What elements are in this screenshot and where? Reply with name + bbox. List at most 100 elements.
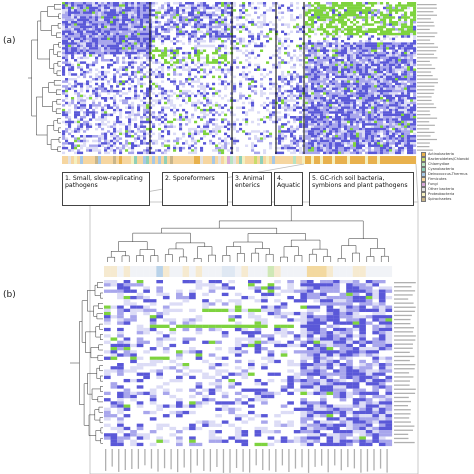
heatmap-cell xyxy=(296,118,300,121)
heatmap-cell xyxy=(188,51,192,55)
heatmap-cell xyxy=(173,78,177,81)
heatmap-cell xyxy=(317,132,321,136)
heatmap-cell xyxy=(164,101,168,105)
heatmap-cell xyxy=(362,16,366,19)
heatmap-cell xyxy=(407,116,411,119)
heatmap-cell xyxy=(344,9,348,12)
heatmap-cell xyxy=(146,120,150,124)
heatmap-cell xyxy=(323,4,327,7)
heatmap-cell xyxy=(368,49,372,52)
heatmap-cell xyxy=(155,61,159,64)
heatmap-cell xyxy=(113,28,117,31)
heatmap-cell xyxy=(344,146,348,150)
heatmap-cell xyxy=(77,137,81,140)
heatmap-cell xyxy=(104,25,108,29)
heatmap-cell xyxy=(266,135,270,138)
heatmap-cell xyxy=(206,120,210,124)
heatmap-cell xyxy=(383,116,387,119)
heatmap-cell xyxy=(392,16,396,19)
heatmap-cell xyxy=(347,87,351,90)
heatmap-cell xyxy=(296,30,300,33)
heatmap-cell xyxy=(227,70,231,74)
heatmap-cell xyxy=(248,4,252,7)
heatmap-cell xyxy=(173,111,177,114)
heatmap-cell xyxy=(266,116,270,119)
heatmap-cell xyxy=(413,30,417,33)
heatmap-cell xyxy=(128,49,132,52)
heatmap-cell xyxy=(98,6,102,10)
heatmap-cell xyxy=(296,139,300,143)
heatmap-cell xyxy=(347,127,351,131)
row-label-line xyxy=(417,106,437,109)
heatmap-cell xyxy=(95,111,99,114)
heatmap-cell xyxy=(239,25,243,29)
heatmap-cell xyxy=(194,101,198,105)
heatmap-cell xyxy=(74,127,78,131)
heatmap-cell xyxy=(62,135,66,138)
heatmap-cell xyxy=(155,94,159,98)
heatmap-cell xyxy=(104,73,108,76)
heatmap-cell xyxy=(122,18,126,22)
heatmap-cell xyxy=(113,13,117,17)
heatmap-cell xyxy=(218,113,222,117)
heatmap-cell xyxy=(62,89,66,93)
heatmap-cell xyxy=(332,32,336,36)
heatmap-cell xyxy=(329,144,333,147)
heatmap-cell xyxy=(326,68,330,71)
heatmap-cell xyxy=(146,40,150,43)
heatmap-cell xyxy=(218,49,222,52)
heatmap-cell xyxy=(200,37,204,41)
heatmap-cell xyxy=(200,94,204,98)
heatmap-cell xyxy=(398,132,402,136)
heatmap-cell xyxy=(401,51,405,55)
heatmap-cell xyxy=(107,32,111,36)
taxonomy-cell xyxy=(77,156,81,164)
heatmap-cell xyxy=(317,97,321,100)
heatmap-cell xyxy=(221,118,225,121)
heatmap-cell xyxy=(359,66,363,69)
heatmap-cell xyxy=(353,116,357,119)
heatmap-cell xyxy=(356,82,360,86)
heatmap-cell xyxy=(197,25,201,29)
heatmap-cell xyxy=(362,137,366,140)
heatmap-cell xyxy=(281,139,285,143)
heatmap-cell xyxy=(395,99,399,102)
heatmap-cell xyxy=(317,94,321,98)
heatmap-cell xyxy=(146,2,150,5)
heatmap-cell xyxy=(161,94,165,98)
heatmap-cell xyxy=(368,6,372,10)
heatmap-cell xyxy=(212,75,216,79)
heatmap-cell xyxy=(107,146,111,150)
heatmap-cell xyxy=(398,82,402,86)
heatmap-cell xyxy=(80,42,84,45)
heatmap-cell xyxy=(386,16,390,19)
heatmap-cell xyxy=(98,87,102,90)
heatmap-cell xyxy=(89,135,93,138)
heatmap-cell xyxy=(341,21,345,24)
heatmap-cell xyxy=(335,127,339,131)
heatmap-cell xyxy=(317,75,321,79)
heatmap-cell xyxy=(323,151,327,155)
heatmap-cell xyxy=(404,75,408,79)
heatmap-cell xyxy=(128,56,132,60)
heatmap-cell xyxy=(65,44,69,48)
heatmap-cell xyxy=(335,132,339,136)
heatmap-cell xyxy=(371,30,375,33)
heatmap-cell xyxy=(236,23,240,26)
heatmap-cell xyxy=(164,61,168,64)
heatmap-cell xyxy=(350,151,354,155)
heatmap-cell xyxy=(224,125,228,128)
heatmap-cell xyxy=(161,89,165,93)
heatmap-cell xyxy=(374,120,378,124)
heatmap-cell xyxy=(197,54,201,57)
heatmap-cell xyxy=(95,2,99,5)
heatmap-cell xyxy=(191,135,195,138)
heatmap-cell xyxy=(338,94,342,98)
heatmap-cell xyxy=(311,139,315,143)
heatmap-cell xyxy=(227,142,231,145)
heatmap-cell xyxy=(353,44,357,48)
heatmap-cell xyxy=(407,51,411,55)
heatmap-cell xyxy=(362,101,366,105)
heatmap-cell xyxy=(314,42,318,45)
heatmap-cell xyxy=(374,108,378,112)
